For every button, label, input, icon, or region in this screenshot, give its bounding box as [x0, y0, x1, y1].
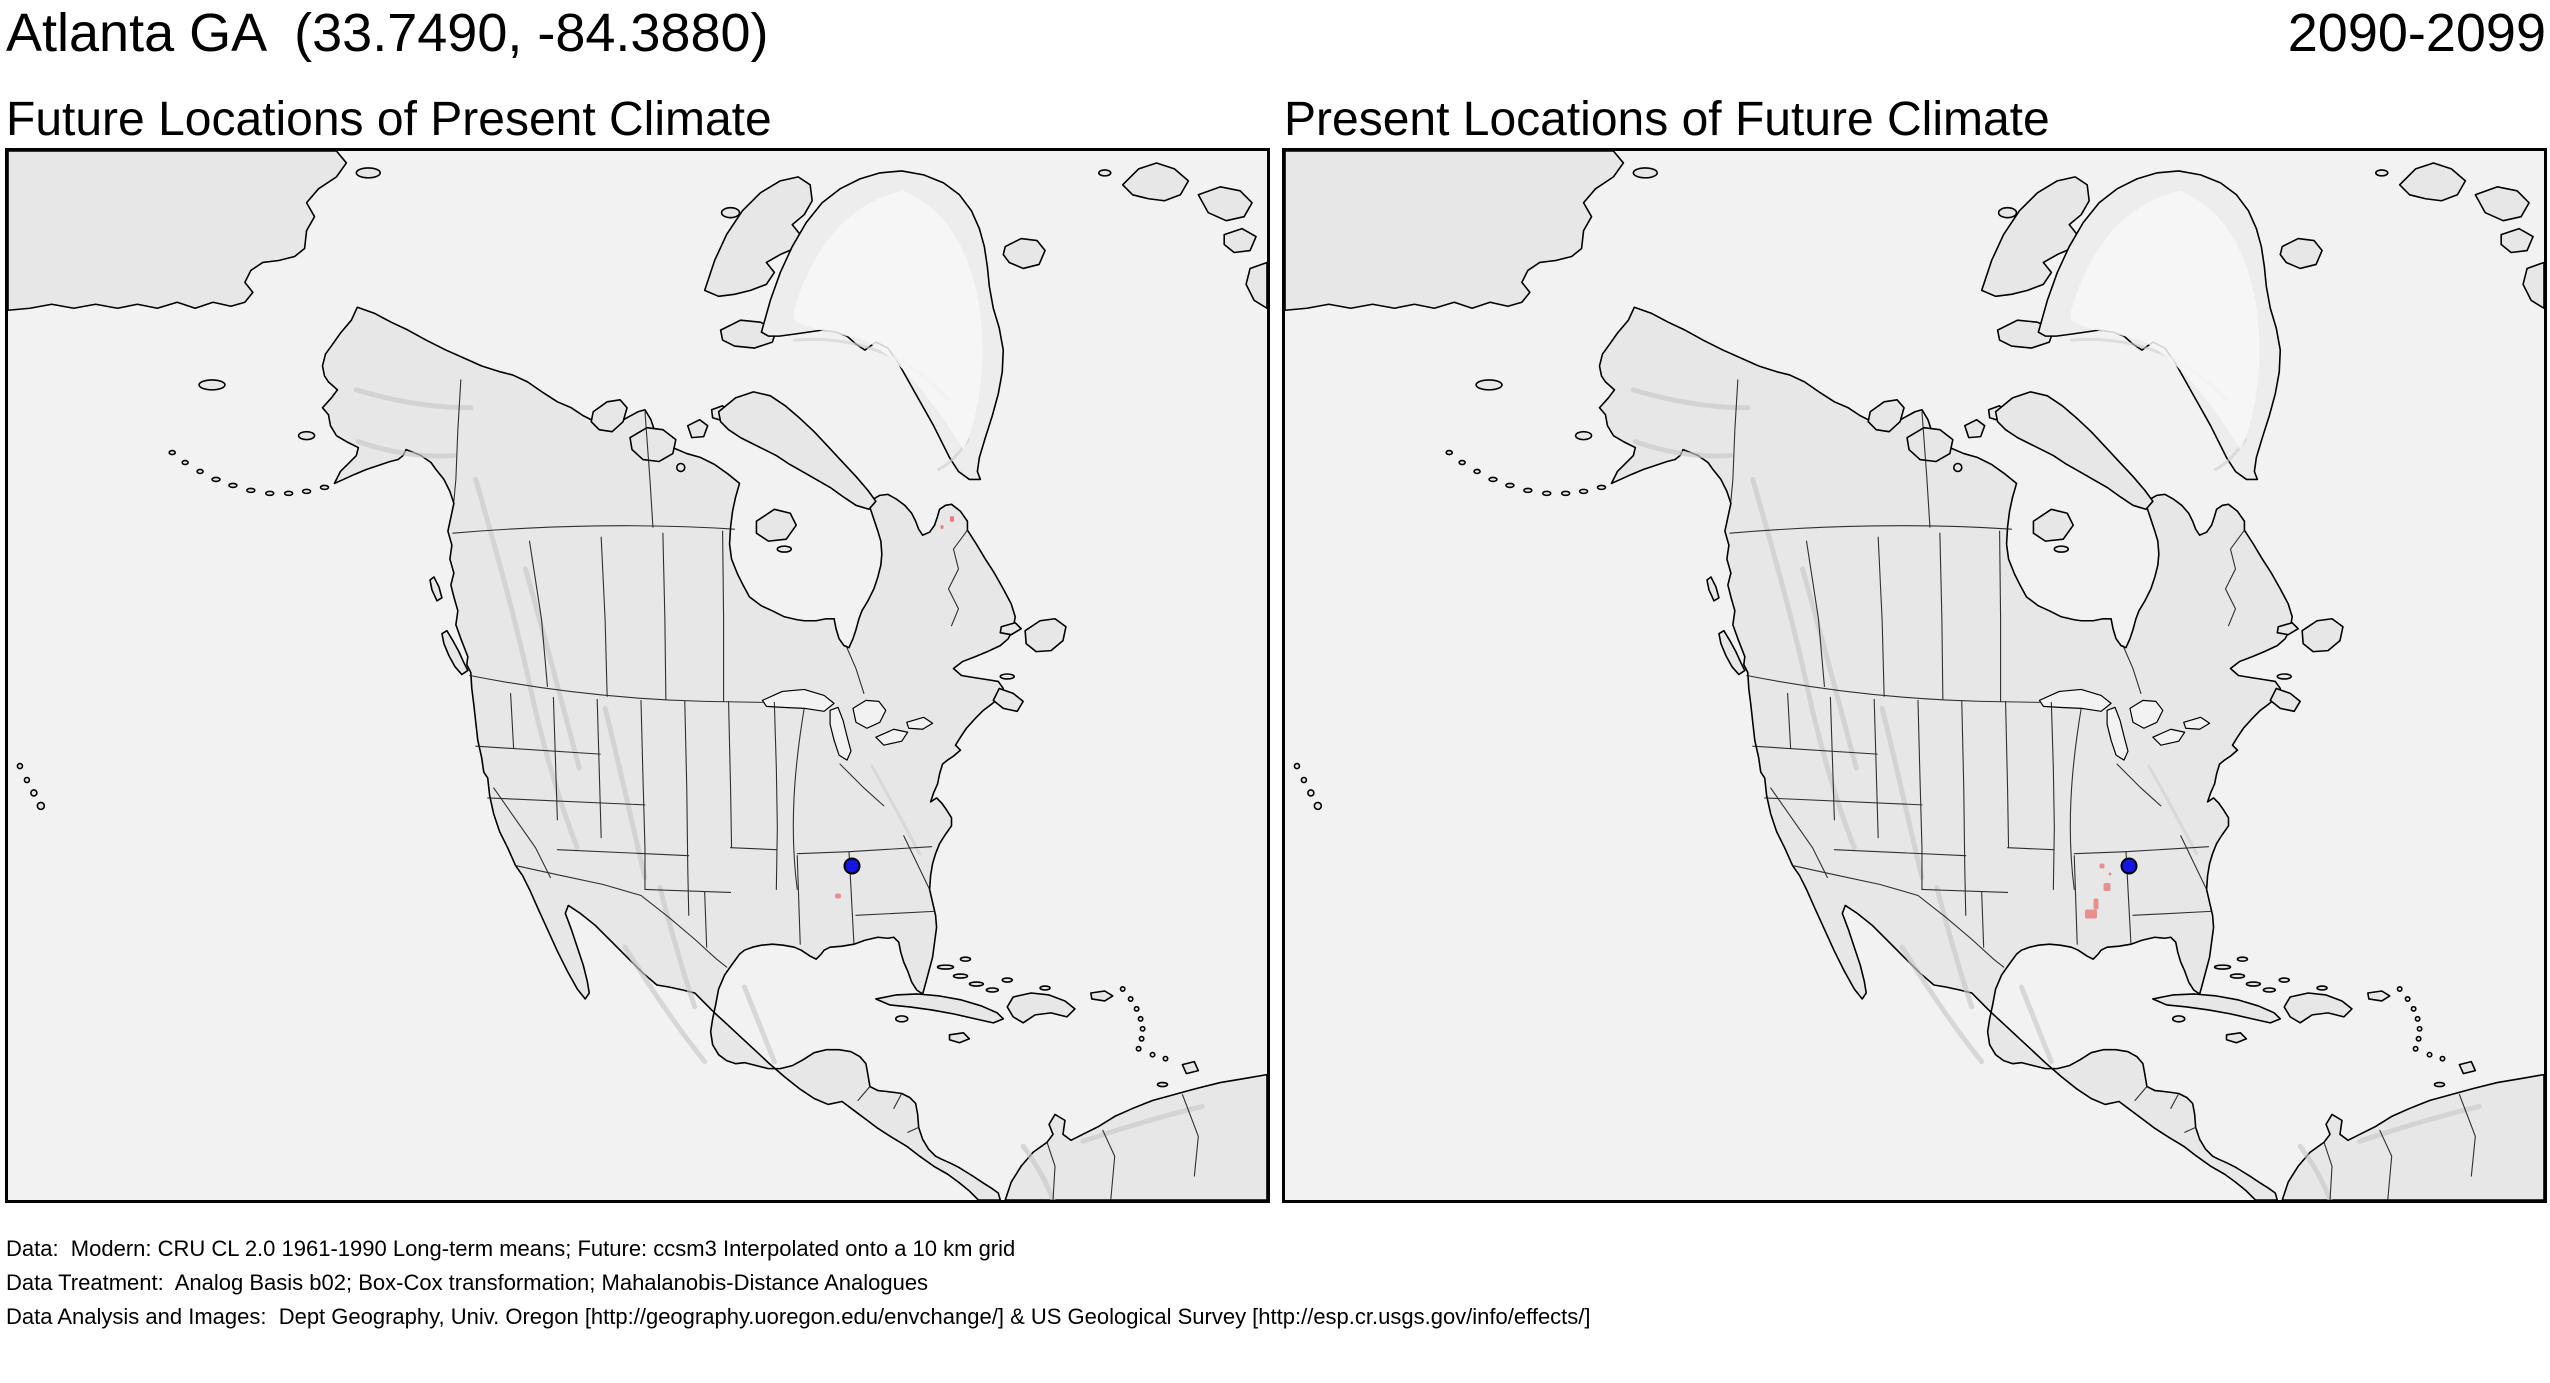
marker-layer	[8, 151, 1267, 1200]
attribution-data-line: Data: Modern: CRU CL 2.0 1961-1990 Long-…	[6, 1236, 1016, 1261]
climate-analog-marker	[2084, 909, 2097, 919]
attribution-block: Data: Modern: CRU CL 2.0 1961-1990 Long-…	[6, 1232, 1591, 1334]
climate-analog-marker	[940, 524, 944, 529]
target-city-dot	[843, 857, 861, 875]
climate-analog-marker	[2103, 883, 2111, 892]
period-label: 2090-2099	[2287, 3, 2546, 63]
target-city-dot	[2120, 857, 2138, 875]
climate-analog-marker	[2093, 898, 2099, 910]
right-panel-title: Present Locations of Future Climate	[1284, 93, 2050, 146]
attribution-credits-line: Data Analysis and Images: Dept Geography…	[6, 1304, 1591, 1329]
climate-analog-marker	[950, 516, 955, 523]
climate-analog-marker	[2099, 863, 2105, 869]
left-panel-title: Future Locations of Present Climate	[6, 93, 772, 146]
map-present-locations-of-future-climate	[1282, 148, 2547, 1203]
attribution-treatment-line: Data Treatment: Analog Basis b02; Box-Co…	[6, 1270, 929, 1295]
climate-analog-marker	[2108, 872, 2112, 876]
marker-layer	[1285, 151, 2544, 1200]
map-future-locations-of-present-climate	[5, 148, 1270, 1203]
climate-analog-marker	[834, 893, 841, 899]
page-title: Atlanta GA (33.7490, -84.3880)	[6, 3, 769, 63]
